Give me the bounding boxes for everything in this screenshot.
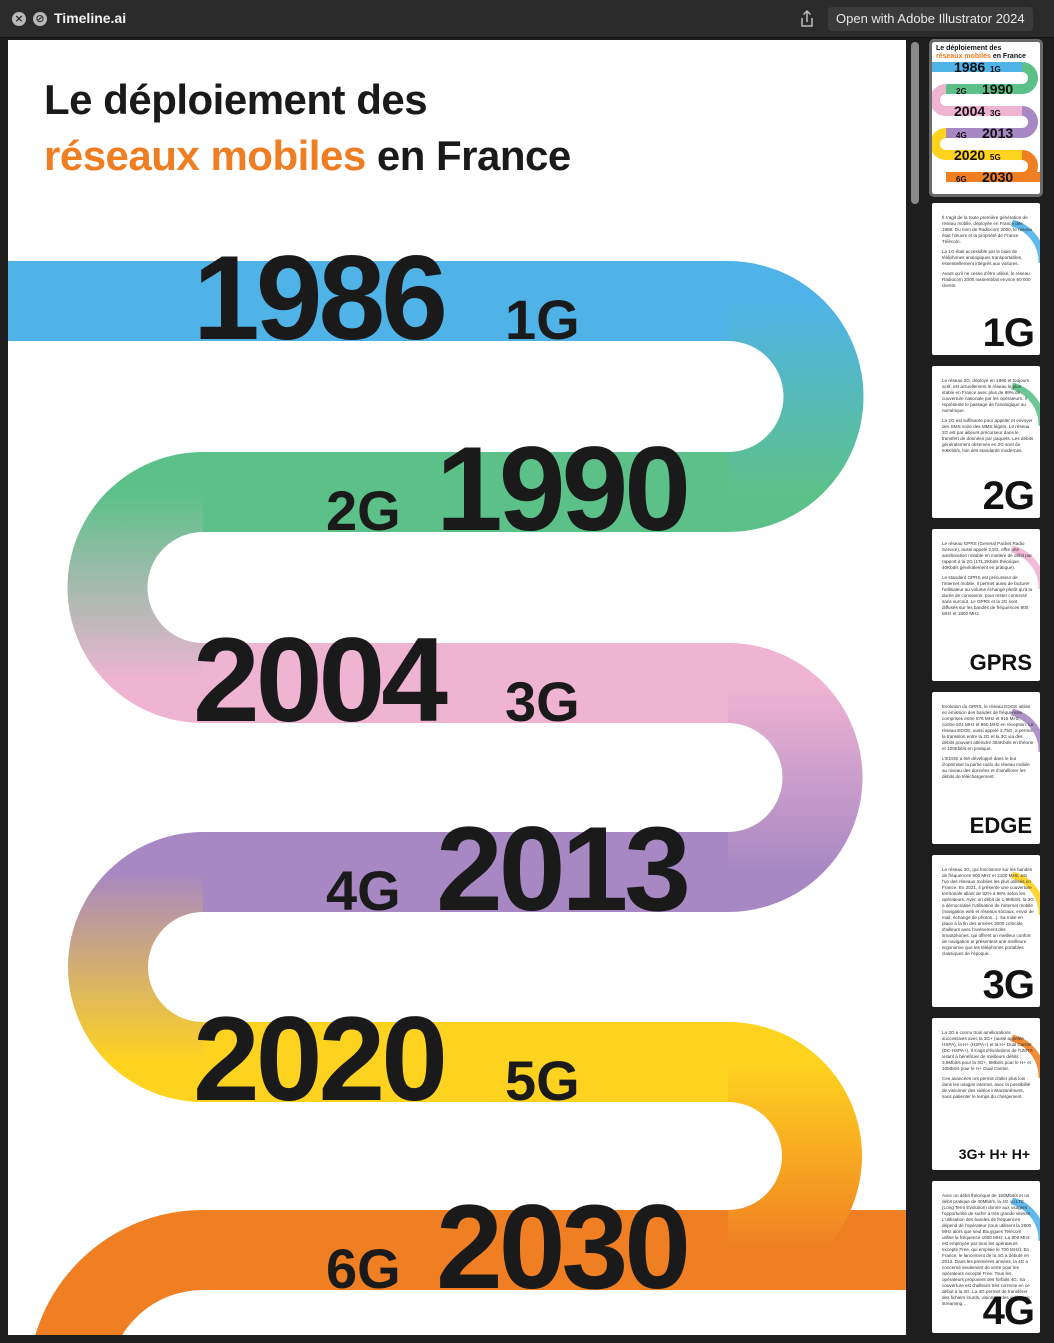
milestone-year-2004: 2004 (193, 613, 448, 747)
thumbnail-paragraph: Avec un débit théorique de 150Mbit/s et … (942, 1193, 1032, 1306)
road-segment-1 (8, 261, 728, 341)
thumbnail-label: GPRS (969, 650, 1032, 675)
thumbnail-title-line1: Le déploiement des (936, 45, 1002, 52)
page-thumbnail-7[interactable]: La 3G a connu trois améliorations succes… (932, 1018, 1040, 1170)
thumbnail-year-1986: 1986 (954, 59, 985, 75)
thumbnail-title-rest: en France (990, 53, 1026, 60)
page-thumbnail-8[interactable]: Avec un débit théorique de 150Mbit/s et … (932, 1181, 1040, 1333)
road-segment-2 (203, 452, 728, 532)
thumbnail-paragraph: Evolution du GPRS, le réseau EDGE utilis… (942, 704, 1034, 751)
thumbnail-text: Avec un débit théorique de 150Mbit/s et … (942, 1193, 1034, 1311)
page-thumbnail-1[interactable]: 1986 1G 1990 2G 2004 3G 2013 4G 2020 5G 2030 6G Le d… (929, 39, 1043, 197)
poster-title-line2: réseaux mobiles en France (44, 132, 571, 180)
thumbnail-label: 3G+ H+ H+ (958, 1146, 1030, 1162)
block-icon[interactable]: ⊘ (33, 12, 47, 26)
road-turn-3 (726, 643, 863, 912)
page-thumbnail-2[interactable]: Il s'agit de la toute première génératio… (932, 203, 1040, 355)
poster-title-accent: réseaux mobiles (44, 132, 366, 179)
thumbnail-decoration (1010, 1034, 1040, 1079)
thumbnail-decoration (1010, 382, 1040, 427)
close-icon[interactable]: × (12, 12, 26, 26)
milestone-year-1990: 1990 (436, 422, 687, 556)
road-segment-4 (203, 832, 728, 912)
milestone-gen-5G: 5G (505, 1049, 580, 1112)
milestone-gen-6G: 6G (326, 1237, 401, 1300)
scrollbar-track[interactable] (908, 40, 922, 1335)
thumbnail-paragraph: L'EDGE a été développé dans le but d'opt… (942, 756, 1030, 779)
thumbnail-text: Il s'agit de la toute première génératio… (942, 215, 1034, 293)
thumbnail-year-2020: 2020 (954, 147, 985, 163)
thumbnail-paragraph: Le standard GPRS est précurseur de l'int… (942, 575, 1033, 616)
page-thumbnails: 1986 1G 1990 2G 2004 3G 2013 4G 2020 5G 2030 6G Le d… (926, 39, 1054, 1343)
thumbnail-text: Le réseau GPRS (General Packet Radio Ser… (942, 541, 1034, 621)
thumbnail-paragraph: Le réseau 3G, qui fonctionne sur les ban… (942, 867, 1034, 956)
thumbnail-label: 3G (982, 963, 1035, 1007)
title-bar: × ⊘ Timeline.ai Open with Adobe Illustra… (0, 0, 1054, 38)
poster-title-line1: Le déploiement des (44, 76, 428, 123)
page-thumbnail-5[interactable]: Evolution du GPRS, le réseau EDGE utilis… (932, 692, 1040, 844)
thumbnail-year-2004: 2004 (954, 103, 985, 119)
milestone-year-2013: 2013 (436, 802, 687, 936)
poster-title-rest: en France (365, 132, 571, 179)
thumbnail-gen-2G: 2G (956, 87, 967, 96)
milestone-gen-1G: 1G (505, 288, 580, 351)
app-title: Timeline.ai (54, 10, 127, 26)
road-segment-3 (203, 643, 728, 723)
thumbnail-label: 4G (982, 1289, 1035, 1333)
thumbnail-year-2013: 2013 (982, 125, 1013, 141)
thumbnail-paragraph: Avant qu'il ne cesse d'être utilisé, le … (942, 271, 1031, 288)
road-turn-4 (68, 832, 205, 1102)
road-tail (35, 1210, 205, 1335)
page-thumbnail-6[interactable]: Le réseau 3G, qui fonctionne sur les ban… (932, 855, 1040, 1007)
thumbnail-road: 1986 1G 1990 2G 2004 3G 2013 4G 2020 5G 2030 6G (932, 59, 1040, 185)
thumbnail-paragraph: Il s'agit de la toute première génératio… (942, 215, 1033, 244)
milestone-gen-2G: 2G (326, 479, 401, 542)
thumbnail-decoration (1010, 871, 1040, 916)
thumbnail-decoration (1010, 219, 1040, 264)
thumbnail-year-2030: 2030 (982, 169, 1013, 185)
page-thumbnail-4[interactable]: Le réseau GPRS (General Packet Radio Ser… (932, 529, 1040, 681)
road-segment-5 (203, 1022, 728, 1102)
thumbnail-title-line2: réseaux mobiles en France (936, 53, 1026, 61)
thumbnail-label: 1G (982, 311, 1035, 355)
road-turn-5 (726, 1022, 862, 1290)
timeline-road: 1986 1G 1990 2G 2004 3G 2013 4G 2020 5G 2030 6G (8, 231, 906, 1335)
road-turn-1 (726, 261, 864, 532)
open-with-button[interactable]: Open with Adobe Illustrator 2024 (828, 7, 1033, 31)
thumbnail-label: 2G (982, 474, 1035, 518)
milestone-gen-4G: 4G (326, 859, 401, 922)
thumbnail-paragraph: Le réseau 2G, déployé en 1990 et toujour… (942, 378, 1030, 413)
thumbnail-title-accent: réseaux mobiles (936, 53, 991, 60)
milestone-year-2030: 2030 (436, 1180, 687, 1314)
poster-canvas: 1986 1G 1990 2G 2004 3G 2013 4G 2020 5G 2030 6G Le … (8, 40, 906, 1335)
thumbnail-paragraph: La 1G était accessible par le biais de t… (942, 249, 1023, 266)
page-thumbnail-3[interactable]: Le réseau 2G, déployé en 1990 et toujour… (932, 366, 1040, 518)
thumbnail-label: EDGE (969, 813, 1032, 838)
thumbnail-paragraph: La 3G a connu trois améliorations succes… (942, 1030, 1033, 1071)
scrollbar-thumb[interactable] (911, 42, 919, 204)
thumbnail-gen-3G: 3G (990, 109, 1001, 118)
thumbnail-gen-6G: 6G (956, 175, 967, 184)
thumbnail-year-1990: 1990 (982, 81, 1013, 97)
thumbnail-gen-4G: 4G (956, 131, 967, 140)
thumbnail-text: Le réseau 2G, déployé en 1990 et toujour… (942, 378, 1034, 458)
thumbnail-paragraph: Le réseau GPRS (General Packet Radio Ser… (942, 541, 1032, 570)
thumbnail-gen-5G: 5G (990, 153, 1001, 162)
thumbnail-decoration (1010, 545, 1040, 590)
thumbnail-paragraph: La 2G est suffisante pour appeler et env… (942, 418, 1034, 453)
thumbnail-decoration (1010, 1197, 1040, 1242)
milestone-year-2020: 2020 (193, 992, 444, 1126)
share-icon[interactable] (796, 8, 818, 30)
thumbnail-text: La 3G a connu trois améliorations succes… (942, 1030, 1034, 1104)
thumbnail-title: Le déploiement des réseaux mobiles en Fra… (936, 45, 1026, 61)
thumbnail-gen-1G: 1G (990, 65, 1001, 74)
road-turn-2 (67, 452, 205, 723)
milestone-year-1986: 1986 (193, 231, 444, 365)
thumbnail-paragraph: Ces avancées ont permis d'aller plus loi… (942, 1076, 1031, 1099)
thumbnail-text: Evolution du GPRS, le réseau EDGE utilis… (942, 704, 1034, 784)
milestone-gen-3G: 3G (505, 670, 580, 733)
thumbnail-text: Le réseau 3G, qui fonctionne sur les ban… (942, 867, 1034, 961)
thumbnail-decoration (1010, 708, 1040, 753)
